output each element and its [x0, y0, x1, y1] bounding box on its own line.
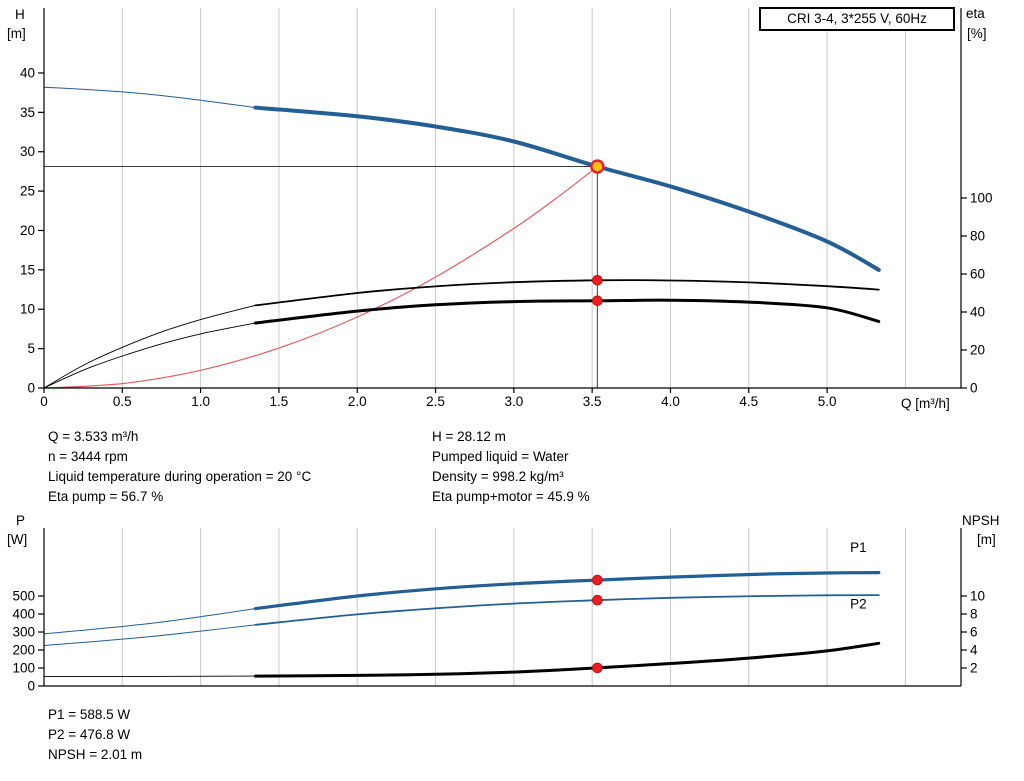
series-eta-pump-motor-curve — [253, 298, 881, 325]
p-axis-label: P — [16, 513, 26, 528]
tick-label: 40 — [970, 305, 985, 320]
tick-label: 20 — [970, 343, 985, 358]
tick-label: 3.5 — [583, 394, 602, 409]
series-p1-curve — [253, 571, 881, 611]
readout-npsh: NPSH = 2.01 m — [48, 747, 143, 762]
npsh-axis-unit: [m] — [977, 532, 996, 547]
readout-head: H = 28.12 m — [432, 429, 506, 444]
tick-label: 1.5 — [270, 394, 289, 409]
readout-speed: n = 3444 rpm — [48, 449, 128, 464]
tick-label: 4.0 — [661, 394, 680, 409]
series-eta-pump-extension — [43, 304, 256, 389]
tick-label: 80 — [970, 229, 985, 244]
tick-label: 400 — [12, 607, 35, 622]
tick-label: 2 — [970, 661, 978, 676]
tick-label: 15 — [20, 262, 35, 277]
series-eta-pump-motor-extension — [43, 322, 256, 389]
series-npsh-extension — [43, 675, 256, 678]
tick-label: 0.5 — [113, 394, 132, 409]
readout-flow: Q = 3.533 m³/h — [48, 429, 139, 444]
eta-pump-point — [592, 274, 603, 286]
series-label-p1: P1 — [850, 540, 867, 555]
readout-p2: P2 = 476.8 W — [48, 727, 131, 742]
power-npsh-plot: 0 100 200 300 400 500 2 4 6 8 10 P1 P2 — [12, 528, 985, 694]
eta-axis-unit: [%] — [967, 26, 987, 41]
tick-label: 10 — [20, 302, 35, 317]
duty-readouts-left: Q = 3.533 m³/h n = 3444 rpm Liquid tempe… — [48, 427, 311, 507]
tick-label: 25 — [20, 184, 35, 199]
npsh-axis-label: NPSH — [962, 513, 1000, 528]
eta-pump-motor-point — [592, 295, 603, 307]
series-qh-extension — [43, 86, 256, 109]
p-axis-unit: [W] — [7, 532, 28, 547]
tick-label: 5 — [27, 341, 35, 356]
readout-liquid: Pumped liquid = Water — [432, 449, 569, 464]
readout-density: Density = 998.2 kg/m³ — [432, 469, 564, 484]
readout-temperature: Liquid temperature during operation = 20… — [48, 469, 312, 484]
readout-eta-pump-motor: Eta pump+motor = 45.9 % — [432, 489, 590, 504]
power-npsh-chart: 0 100 200 300 400 500 2 4 6 8 10 P1 P2 — [12, 528, 985, 694]
tick-label: 8 — [970, 607, 978, 622]
tick-label: 300 — [12, 625, 35, 640]
q-axis-label: Q [m³/h] — [901, 396, 950, 411]
npsh-point — [592, 662, 603, 674]
power-readouts: P1 = 588.5 W P2 = 476.8 W NPSH = 2.01 m — [48, 705, 142, 765]
tick-label: 35 — [20, 105, 35, 120]
series-qh-curve — [253, 105, 881, 272]
series-eta-pump-curve — [254, 279, 880, 307]
pump-model-title: CRI 3-4, 3*255 V, 60Hz — [759, 7, 955, 31]
readout-p1: P1 = 588.5 W — [48, 707, 131, 722]
p2-point — [592, 594, 603, 606]
readout-eta-pump: Eta pump = 56.7 % — [48, 489, 164, 504]
tick-label: 4.5 — [739, 394, 758, 409]
tick-label: 200 — [12, 643, 35, 658]
tick-label: 60 — [970, 267, 985, 282]
qh-eta-plot: 0 0.5 1.0 1.5 2.0 2.5 3.0 3.5 4.0 4.5 5.0 0 5 10 15 20 2… — [20, 8, 993, 409]
tick-label: 30 — [20, 144, 35, 159]
duty-readouts-right: H = 28.12 m Pumped liquid = Water Densit… — [432, 427, 590, 507]
h-axis-label: H — [15, 7, 25, 22]
tick-label: 0 — [970, 381, 978, 396]
series-p1-extension — [43, 608, 256, 635]
series-label-p2: P2 — [850, 597, 867, 612]
tick-label: 500 — [12, 589, 35, 604]
tick-label: 100 — [970, 191, 993, 206]
tick-label: 100 — [12, 661, 35, 676]
series-system-curve — [43, 165, 598, 389]
tick-label: 2.0 — [348, 394, 367, 409]
tick-label: 3.0 — [504, 394, 523, 409]
tick-label: 20 — [20, 223, 35, 238]
h-axis-unit: [m] — [7, 26, 26, 41]
series-p2-extension — [43, 624, 256, 646]
eta-axis-label: eta — [966, 6, 985, 21]
tick-label: 5.0 — [818, 394, 837, 409]
tick-label: 10 — [970, 589, 985, 604]
tick-label: 4 — [970, 643, 978, 658]
tick-label: 6 — [970, 625, 978, 640]
tick-label: 1.0 — [191, 394, 210, 409]
series-npsh-curve — [253, 641, 881, 678]
duty-point[interactable] — [590, 159, 605, 174]
tick-label: 0 — [27, 679, 35, 694]
series-p2-curve — [254, 594, 880, 626]
p1-point — [592, 574, 603, 586]
tick-label: 0 — [27, 381, 35, 396]
qh-eta-chart: 0 0.5 1.0 1.5 2.0 2.5 3.0 3.5 4.0 4.5 5.0 0 5 10 15 20 2… — [20, 8, 993, 409]
tick-label: 2.5 — [426, 394, 445, 409]
tick-label: 40 — [20, 65, 35, 80]
tick-label: 0 — [40, 394, 48, 409]
